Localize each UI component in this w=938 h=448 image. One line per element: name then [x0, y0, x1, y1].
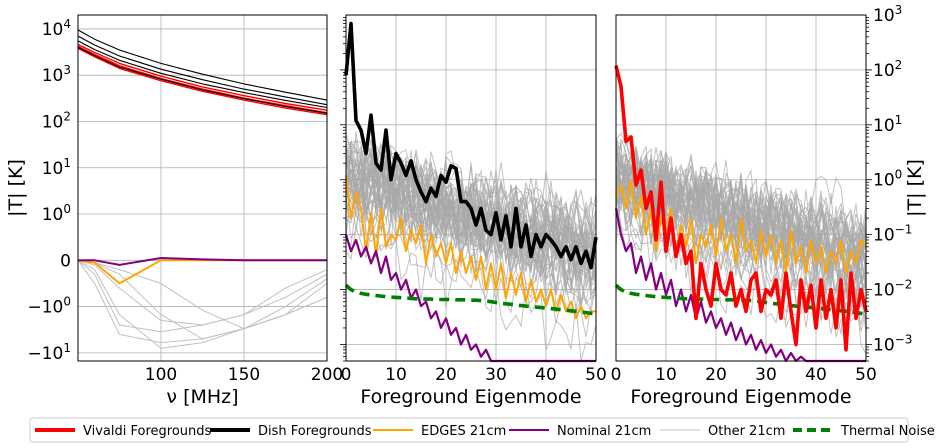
- left-series-line: [77, 46, 328, 114]
- right-y-tick-label: 101: [873, 113, 902, 136]
- legend-label: EDGES 21cm: [421, 424, 506, 439]
- left-series-line: [77, 43, 328, 111]
- middle-series-line: [345, 175, 596, 320]
- right-x-tick-label: 50: [855, 365, 877, 385]
- left-y-tick-label: −100: [27, 295, 71, 318]
- left-y-tick-label: 100: [42, 202, 71, 225]
- legend-box: [29, 417, 909, 443]
- legend-label: Vivaldi Foregrounds: [83, 424, 212, 439]
- middle-other-21cm-line: [345, 140, 597, 286]
- legend-label: Nominal 21cm: [557, 424, 651, 439]
- right-x-tick-label: 20: [705, 365, 727, 385]
- right-x-tick-label: 0: [611, 365, 622, 385]
- left-series-line: [77, 259, 328, 330]
- right-ylabel: |T| [K]: [904, 159, 926, 217]
- right-series-line: [614, 65, 868, 352]
- left-y-tick-label: 0: [60, 251, 71, 271]
- left-y-tick-label: 102: [42, 109, 71, 132]
- right-y-tick-label: 10−1: [873, 223, 912, 246]
- left-frame: [77, 14, 328, 362]
- middle-other-21cm-line: [345, 150, 597, 286]
- middle-other-21cm-line: [345, 166, 597, 269]
- left-x-tick-label: 150: [228, 365, 260, 385]
- legend-label: Thermal Noise: [840, 424, 935, 439]
- middle-other-21cm-line: [345, 155, 597, 260]
- left-y-tick-label: −101: [27, 341, 71, 364]
- middle-x-tick-label: 50: [585, 365, 607, 385]
- right-xlabel: Foreground Eigenmode: [630, 386, 851, 408]
- right-x-tick-label: 10: [655, 365, 677, 385]
- middle-x-tick-label: 10: [385, 365, 407, 385]
- right-other-21cm-line: [615, 164, 867, 273]
- left-y-tick-label: 104: [42, 17, 71, 40]
- left-ylabel: |T| [K]: [5, 159, 27, 217]
- left-y-tick-label: 103: [42, 63, 71, 86]
- right-other-21cm-line: [615, 138, 867, 255]
- middle-x-tick-label: 40: [535, 365, 557, 385]
- right-other-21cm-line: [615, 155, 867, 262]
- middle-x-tick-label: 0: [341, 365, 352, 385]
- middle-series-line: [344, 21, 598, 270]
- right-y-tick-label: 102: [873, 58, 902, 81]
- left-series-line: [77, 29, 328, 101]
- legend-label: Other 21cm: [708, 424, 785, 439]
- left-series-line: [77, 259, 328, 333]
- left-x-tick-label: 200: [311, 365, 343, 385]
- right-y-tick-label: 10−3: [873, 332, 912, 355]
- left-series-line: [77, 259, 328, 340]
- panel-left: 100 150 200 104 103 102 101 100 0 −100 −101 ν [MHz]…: [5, 14, 343, 408]
- middle-x-tick-label: 30: [485, 365, 507, 385]
- left-series-line: [77, 35, 328, 106]
- left-series-line: [77, 45, 328, 114]
- left-series-line: [77, 40, 328, 109]
- middle-other-21cm-line: [345, 157, 597, 275]
- left-xlabel: ν [MHz]: [166, 386, 238, 408]
- legend-label: Dish Foregrounds: [258, 424, 372, 439]
- right-y-tick-label: 103: [873, 3, 902, 26]
- right-x-tick-label: 30: [755, 365, 777, 385]
- left-y-tick-label: 101: [42, 156, 71, 179]
- right-y-tick-label: 100: [873, 168, 902, 191]
- middle-xlabel: Foreground Eigenmode: [360, 386, 581, 408]
- left-x-tick-label: 100: [145, 365, 177, 385]
- legend: Vivaldi Foregrounds Dish Foregrounds EDGES…: [29, 417, 935, 443]
- left-series-line: [78, 257, 327, 266]
- right-x-tick-label: 40: [805, 365, 827, 385]
- middle-series-line: [344, 283, 597, 316]
- left-series-line: [77, 47, 328, 116]
- left-series-line: [77, 259, 328, 326]
- right-other-21cm-line: [615, 162, 867, 258]
- right-y-tick-label: 10−2: [873, 278, 912, 301]
- middle-x-tick-label: 20: [435, 365, 457, 385]
